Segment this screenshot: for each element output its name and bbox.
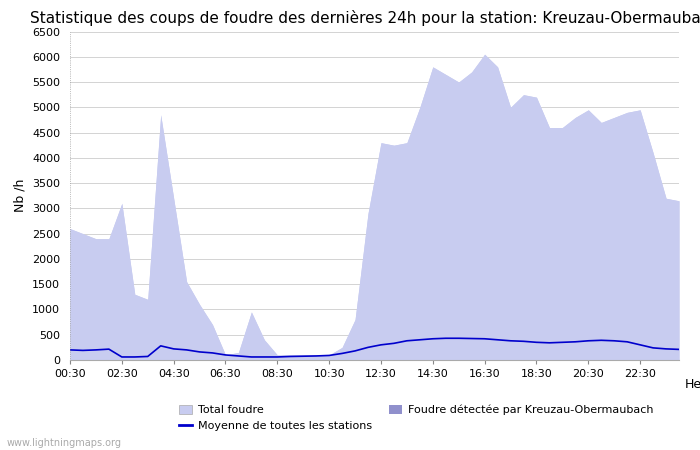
Title: Statistique des coups de foudre des dernières 24h pour la station: Kreuzau-Oberm: Statistique des coups de foudre des dern…: [30, 10, 700, 26]
Text: www.lightningmaps.org: www.lightningmaps.org: [7, 438, 122, 448]
X-axis label: Heure: Heure: [685, 378, 700, 391]
Y-axis label: Nb /h: Nb /h: [13, 179, 27, 212]
Legend: Total foudre, Moyenne de toutes les stations, Foudre détectée par Kreuzau-Oberma: Total foudre, Moyenne de toutes les stat…: [179, 405, 653, 432]
